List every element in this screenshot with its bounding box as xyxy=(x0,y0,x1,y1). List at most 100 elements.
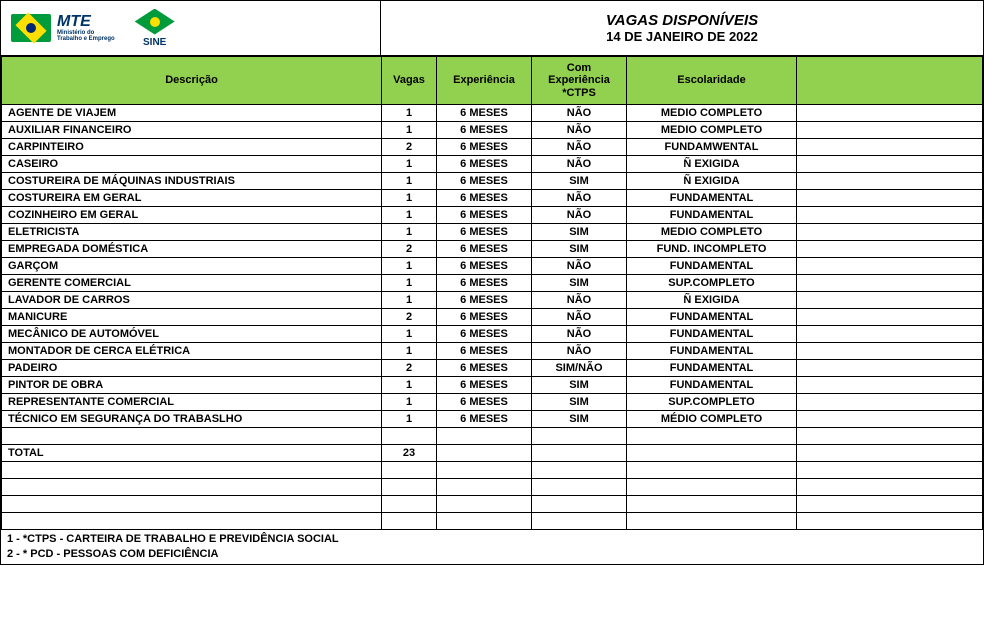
cell-esc: FUNDAMENTAL xyxy=(627,309,797,326)
cell-esc: Ñ EXIGIDA xyxy=(627,173,797,190)
table-row: TÉCNICO EM SEGURANÇA DO TRABASLHO16 MESE… xyxy=(2,411,983,428)
cell-vagas: 2 xyxy=(382,241,437,258)
cell-blank xyxy=(797,411,983,428)
empty-row xyxy=(2,496,983,513)
table-row: MANICURE26 MESESNÃOFUNDAMENTAL xyxy=(2,309,983,326)
cell-esc: MÉDIO COMPLETO xyxy=(627,411,797,428)
col-esc: Escolaridade xyxy=(627,57,797,105)
table-row: PINTOR DE OBRA16 MESESSIMFUNDAMENTAL xyxy=(2,377,983,394)
cell-desc: COSTUREIRA DE MÁQUINAS INDUSTRIAIS xyxy=(2,173,382,190)
cell-vagas: 1 xyxy=(382,377,437,394)
cell-vagas: 1 xyxy=(382,190,437,207)
table-row: MONTADOR DE CERCA ELÉTRICA16 MESESNÃOFUN… xyxy=(2,343,983,360)
title-cell: VAGAS DISPONÍVEIS 14 DE JANEIRO DE 2022 xyxy=(381,1,983,55)
cell-esc: Ñ EXIGIDA xyxy=(627,156,797,173)
col-blank xyxy=(797,57,983,105)
cell-desc: CARPINTEIRO xyxy=(2,139,382,156)
cell-desc: ELETRICISTA xyxy=(2,224,382,241)
col-ctps-l1: Com xyxy=(567,62,591,74)
mte-acronym: MTE xyxy=(57,14,115,30)
cell-desc: AUXILIAR FINANCEIRO xyxy=(2,122,382,139)
cell-blank xyxy=(797,275,983,292)
cell-desc: AGENTE DE VIAJEM xyxy=(2,105,382,122)
empty-row xyxy=(2,513,983,530)
col-exp: Experiência xyxy=(437,57,532,105)
table-body: AGENTE DE VIAJEM16 MESESNÃOMEDIO COMPLET… xyxy=(2,105,983,530)
cell-exp: 6 MESES xyxy=(437,292,532,309)
cell-blank xyxy=(797,224,983,241)
document-container: MTE Ministério do Trabalho e Emprego SIN… xyxy=(0,0,984,565)
cell-ctps: NÃO xyxy=(532,326,627,343)
footer-notes: 1 - *CTPS - CARTEIRA DE TRABALHO E PREVI… xyxy=(1,530,983,564)
cell-exp: 6 MESES xyxy=(437,411,532,428)
cell-vagas: 1 xyxy=(382,326,437,343)
cell-exp: 6 MESES xyxy=(437,173,532,190)
cell-blank xyxy=(797,326,983,343)
cell-ctps: NÃO xyxy=(532,258,627,275)
cell-vagas: 1 xyxy=(382,275,437,292)
cell-blank xyxy=(797,343,983,360)
total-row: TOTAL23 xyxy=(2,445,983,462)
cell-vagas: 2 xyxy=(382,309,437,326)
mte-text: MTE Ministério do Trabalho e Emprego xyxy=(57,14,115,42)
cell-desc: MONTADOR DE CERCA ELÉTRICA xyxy=(2,343,382,360)
cell-exp: 6 MESES xyxy=(437,207,532,224)
sine-flag-icon xyxy=(135,9,175,35)
cell-esc: FUND. INCOMPLETO xyxy=(627,241,797,258)
cell-exp: 6 MESES xyxy=(437,258,532,275)
table-row: GERENTE COMERCIAL16 MESESSIMSUP.COMPLETO xyxy=(2,275,983,292)
footer-line1: 1 - *CTPS - CARTEIRA DE TRABALHO E PREVI… xyxy=(7,532,977,547)
total-label: TOTAL xyxy=(2,445,382,462)
cell-blank xyxy=(797,258,983,275)
table-head: Descrição Vagas Experiência Com Experiên… xyxy=(2,57,983,105)
table-row: COSTUREIRA DE MÁQUINAS INDUSTRIAIS16 MES… xyxy=(2,173,983,190)
sine-text: SINE xyxy=(143,37,166,48)
table-row: PADEIRO26 MESESSIM/NÃOFUNDAMENTAL xyxy=(2,360,983,377)
table-row: CASEIRO16 MESESNÃOÑ EXIGIDA xyxy=(2,156,983,173)
cell-desc: COSTUREIRA EM GERAL xyxy=(2,190,382,207)
cell-exp: 6 MESES xyxy=(437,309,532,326)
cell-blank xyxy=(797,241,983,258)
cell-vagas: 1 xyxy=(382,156,437,173)
cell-blank xyxy=(797,360,983,377)
cell-vagas: 1 xyxy=(382,292,437,309)
cell-esc: SUP.COMPLETO xyxy=(627,394,797,411)
cell-desc: COZINHEIRO EM GERAL xyxy=(2,207,382,224)
cell-exp: 6 MESES xyxy=(437,275,532,292)
empty-row xyxy=(2,428,983,445)
cell-blank xyxy=(797,139,983,156)
cell-exp: 6 MESES xyxy=(437,139,532,156)
cell-ctps: SIM xyxy=(532,394,627,411)
cell-blank xyxy=(797,207,983,224)
cell-esc: MEDIO COMPLETO xyxy=(627,105,797,122)
cell-vagas: 1 xyxy=(382,122,437,139)
col-vagas: Vagas xyxy=(382,57,437,105)
table-row: COZINHEIRO EM GERAL16 MESESNÃOFUNDAMENTA… xyxy=(2,207,983,224)
cell-vagas: 1 xyxy=(382,105,437,122)
cell-exp: 6 MESES xyxy=(437,377,532,394)
sine-logo: SINE xyxy=(135,9,175,48)
cell-exp: 6 MESES xyxy=(437,156,532,173)
table-row: MECÂNICO DE AUTOMÓVEL16 MESESNÃOFUNDAMEN… xyxy=(2,326,983,343)
cell-ctps: SIM xyxy=(532,173,627,190)
cell-ctps: NÃO xyxy=(532,139,627,156)
cell-esc: FUNDAMENTAL xyxy=(627,190,797,207)
mte-line2: Trabalho e Emprego xyxy=(57,36,115,42)
cell-esc: FUNDAMENTAL xyxy=(627,207,797,224)
cell-desc: GARÇOM xyxy=(2,258,382,275)
cell-desc: EMPREGADA DOMÉSTICA xyxy=(2,241,382,258)
title-date: 14 DE JANEIRO DE 2022 xyxy=(606,29,758,44)
cell-desc: TÉCNICO EM SEGURANÇA DO TRABASLHO xyxy=(2,411,382,428)
empty-row xyxy=(2,479,983,496)
cell-vagas: 1 xyxy=(382,207,437,224)
cell-vagas: 2 xyxy=(382,139,437,156)
table-row: COSTUREIRA EM GERAL16 MESESNÃOFUNDAMENTA… xyxy=(2,190,983,207)
cell-desc: CASEIRO xyxy=(2,156,382,173)
cell-vagas: 1 xyxy=(382,394,437,411)
cell-blank xyxy=(797,190,983,207)
cell-ctps: NÃO xyxy=(532,207,627,224)
table-row: AGENTE DE VIAJEM16 MESESNÃOMEDIO COMPLET… xyxy=(2,105,983,122)
cell-esc: MEDIO COMPLETO xyxy=(627,224,797,241)
cell-blank xyxy=(797,309,983,326)
cell-exp: 6 MESES xyxy=(437,394,532,411)
